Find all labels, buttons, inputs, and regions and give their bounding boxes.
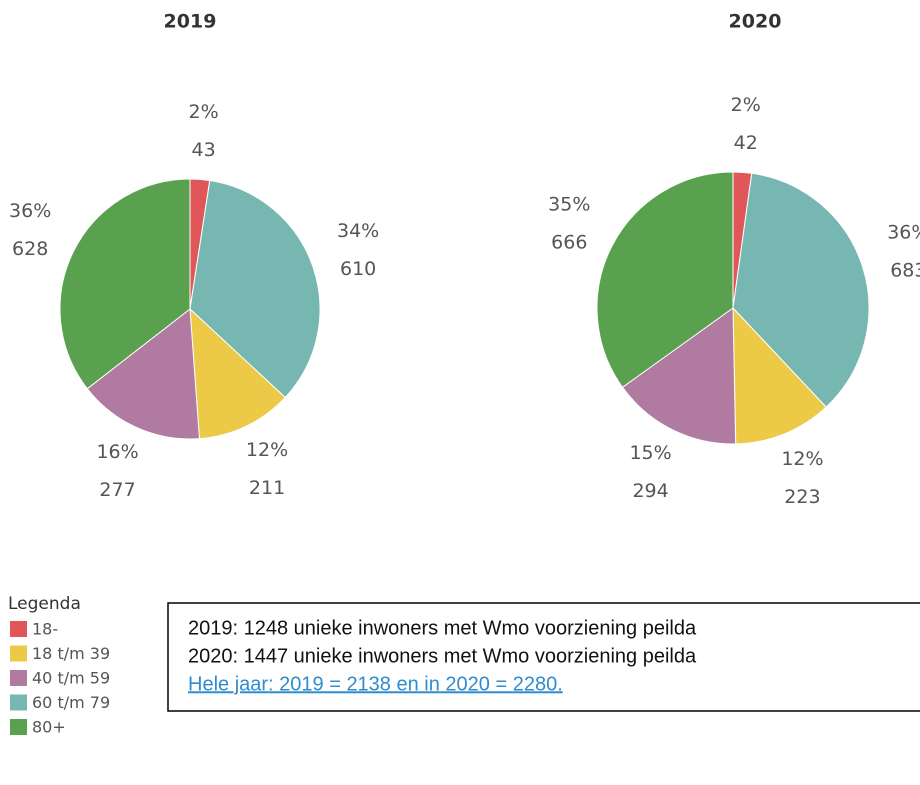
- percent-label: 36%: [887, 222, 920, 244]
- legend-title: Legenda: [8, 594, 81, 614]
- value-label: 223: [784, 486, 820, 508]
- percent-label: 36%: [9, 200, 51, 222]
- pie-slice: [59, 178, 191, 390]
- note-line: 2019: 1248 unieke inwoners met Wmo voorz…: [188, 617, 697, 639]
- pie-slice: [621, 307, 737, 445]
- value-label: 294: [632, 480, 668, 502]
- legend-swatch: [10, 670, 27, 686]
- percent-label: 2%: [731, 94, 761, 116]
- legend-label: 18-: [32, 620, 58, 639]
- value-label: 277: [99, 479, 135, 501]
- percent-label: 15%: [629, 442, 671, 464]
- legend-label: 60 t/m 79: [32, 693, 110, 712]
- pie-slice: [732, 172, 870, 408]
- legend-swatch: [10, 645, 27, 662]
- value-label: 42: [734, 132, 758, 154]
- pie-slice: [86, 308, 200, 440]
- chart-title: 2019: [164, 11, 217, 33]
- value-label: 43: [191, 139, 215, 161]
- chart-title: 2020: [729, 11, 782, 33]
- pie-slice: [189, 179, 321, 399]
- percent-label: 34%: [337, 220, 379, 242]
- percent-label: 12%: [246, 439, 288, 461]
- legend-label: 18 t/m 39: [32, 644, 110, 663]
- legend-label: 40 t/m 59: [32, 669, 110, 688]
- legend-swatch: [10, 719, 27, 735]
- legend-swatch: [10, 694, 27, 711]
- note-box: [167, 602, 920, 712]
- value-label: 628: [12, 238, 48, 260]
- pie-slice: [732, 306, 827, 445]
- percent-label: 16%: [96, 441, 138, 463]
- value-label: 610: [340, 258, 376, 280]
- percent-label: 2%: [189, 101, 219, 123]
- value-label: 683: [890, 260, 920, 282]
- percent-label: 12%: [781, 448, 823, 470]
- pie-slice: [189, 307, 286, 440]
- legend-label: 80+: [32, 718, 66, 737]
- percent-label: 35%: [548, 193, 590, 215]
- pie-slice: [596, 171, 734, 388]
- value-label: 666: [551, 231, 587, 253]
- note-line: 2020: 1447 unieke inwoners met Wmo voorz…: [188, 645, 697, 667]
- legend-swatch: [10, 621, 27, 637]
- value-label: 211: [249, 477, 285, 499]
- note-link[interactable]: Hele jaar: 2019 = 2138 en in 2020 = 2280…: [188, 673, 563, 695]
